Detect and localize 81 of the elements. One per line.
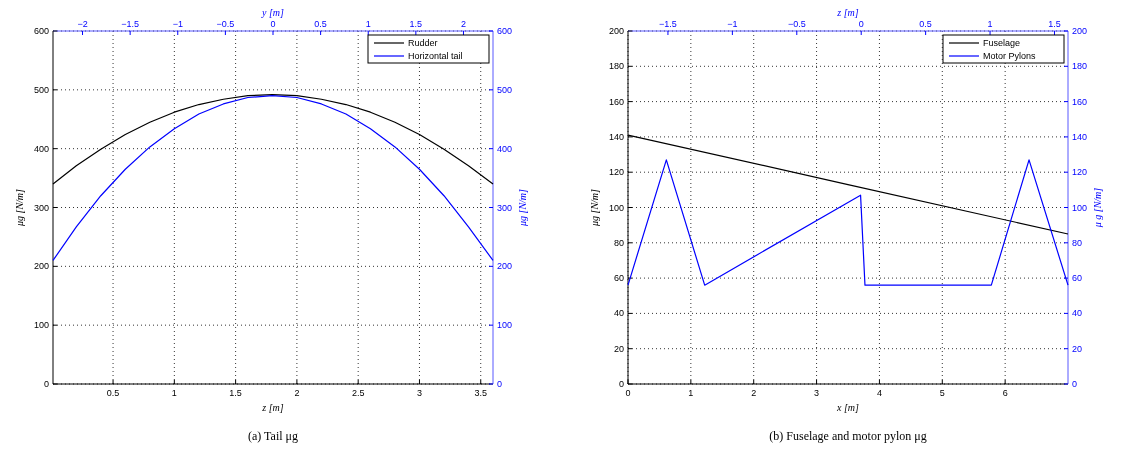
x2-tick-label: 1.5 — [1048, 19, 1061, 29]
y-tick-label: 100 — [608, 202, 624, 213]
x-tick-label: 1 — [688, 388, 694, 398]
y-tick-label: 0 — [43, 379, 49, 389]
x2-tick-label: 0 — [270, 19, 276, 29]
y2-tick-label: 200 — [1072, 26, 1088, 36]
y-tick-label: 20 — [613, 343, 624, 354]
x-tick-label: 3 — [814, 388, 820, 398]
y2-tick-label: 60 — [1072, 273, 1083, 284]
y-tick-label: 140 — [608, 131, 624, 142]
y-tick-label: 160 — [608, 96, 624, 107]
y2-tick-label: 100 — [497, 320, 513, 331]
y2-tick-label: 160 — [1072, 96, 1088, 107]
x-tick-label: 2 — [751, 388, 757, 398]
x-tick-label: 2 — [294, 388, 300, 398]
text: (a) Tail μg — [247, 429, 299, 443]
x-tick-label: 1 — [171, 388, 177, 398]
y-tick-label: 300 — [33, 202, 49, 213]
line-series — [52, 95, 494, 262]
y-tick-label: 60 — [613, 273, 624, 284]
x2-tick-label: −1 — [172, 19, 183, 29]
y2-tick-label: 500 — [497, 84, 513, 95]
y-tick-label: 500 — [33, 84, 49, 95]
y2-tick-label: 120 — [1072, 167, 1088, 178]
text: (b) Fuselage and motor pylon μg — [769, 429, 927, 443]
x2-axis-title: z [m] — [836, 7, 859, 18]
y2-axis-title: μg [N/m] — [517, 188, 528, 227]
y-tick-label: 40 — [613, 308, 624, 319]
y2-tick-label: 180 — [1072, 61, 1088, 72]
x-tick-label: 6 — [1002, 388, 1008, 398]
x2-tick-label: 0.5 — [314, 19, 327, 29]
x-tick-label: 3 — [416, 388, 422, 398]
y2-tick-label: 80 — [1072, 237, 1083, 248]
y-axis-title: μg [N/m] — [14, 188, 25, 227]
x2-tick-label: −1.5 — [121, 19, 140, 29]
x2-tick-label: 1.5 — [409, 19, 423, 29]
y-tick-label: 200 — [33, 261, 49, 272]
y2-tick-label: 0 — [497, 379, 503, 389]
x-tick-label: 5 — [939, 388, 945, 398]
legend-label: Rudder — [408, 38, 438, 48]
x2-tick-label: 0.5 — [919, 19, 932, 29]
y2-tick-label: 100 — [1072, 202, 1088, 213]
x-tick-label: 3.5 — [474, 388, 487, 398]
x-tick-label: 2.5 — [351, 388, 365, 398]
x2-tick-label: −2 — [77, 19, 88, 29]
y2-tick-label: 400 — [497, 143, 513, 154]
y2-tick-label: 300 — [497, 202, 513, 213]
x2-tick-label: −1 — [727, 19, 738, 29]
y2-tick-label: 600 — [497, 26, 513, 36]
y-tick-label: 200 — [608, 26, 624, 36]
x-axis-title: z [m] — [261, 402, 284, 413]
y2-tick-label: 140 — [1072, 131, 1088, 142]
y-tick-label: 120 — [608, 167, 624, 178]
x-tick-label: 0 — [625, 388, 631, 398]
y2-axis-title: μ g [N/m] — [1092, 187, 1103, 229]
y-tick-label: 180 — [608, 61, 624, 72]
x-tick-label: 1.5 — [229, 388, 242, 398]
x2-tick-label: 0 — [858, 19, 864, 29]
y-tick-label: 600 — [33, 26, 49, 36]
x2-tick-label: 2 — [460, 19, 466, 29]
y2-tick-label: 200 — [497, 261, 513, 272]
x-axis-title: x [m] — [836, 402, 860, 413]
legend-label: Fuselage — [983, 38, 1021, 48]
legend-label: Motor Pylons — [983, 51, 1037, 61]
x2-tick-label: 1 — [365, 19, 371, 29]
legend-label: Horizontal tail — [408, 51, 463, 61]
x-tick-label: 4 — [876, 388, 882, 398]
y2-tick-label: 40 — [1072, 308, 1083, 319]
y2-tick-label: 20 — [1072, 343, 1083, 354]
y-tick-label: 0 — [618, 379, 624, 389]
y-tick-label: 100 — [33, 320, 49, 331]
x2-tick-label: −0.5 — [216, 19, 235, 29]
y-axis-title: μg [N/m] — [589, 188, 600, 227]
x-tick-label: 0.5 — [106, 388, 120, 398]
x2-tick-label: −0.5 — [787, 19, 806, 29]
y2-tick-label: 0 — [1072, 379, 1078, 389]
x2-tick-label: −1.5 — [659, 19, 677, 29]
y-tick-label: 80 — [613, 237, 624, 248]
x2-axis-title: y [m] — [261, 7, 285, 18]
x2-tick-label: 1 — [987, 19, 993, 29]
y-tick-label: 400 — [33, 143, 49, 154]
